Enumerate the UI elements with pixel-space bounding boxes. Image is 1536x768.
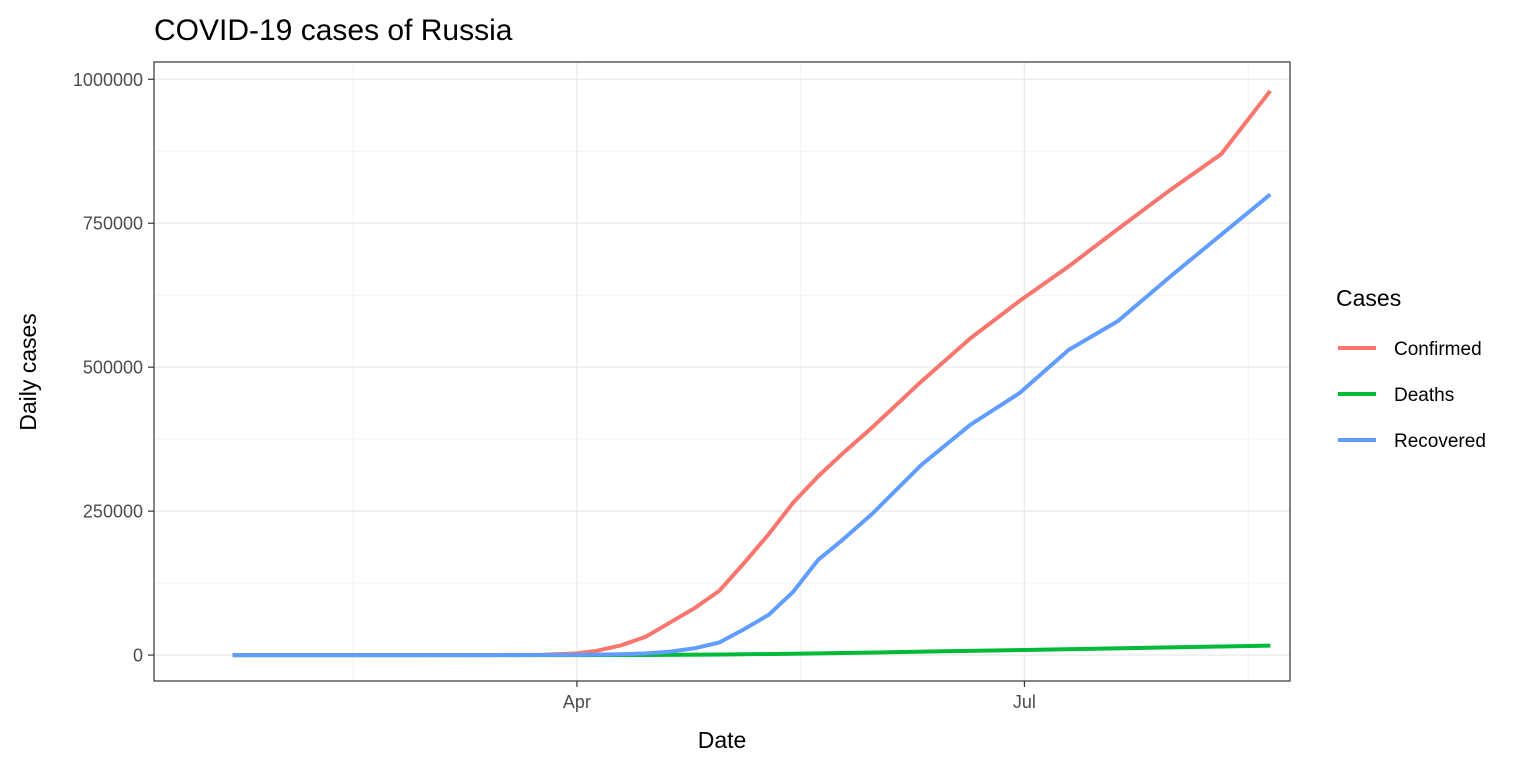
series-lines	[232, 89, 1272, 658]
series-line-recovered	[232, 192, 1272, 658]
y-tick-label: 0	[133, 646, 143, 666]
legend-label-recovered: Recovered	[1394, 431, 1486, 452]
legend-label-confirmed: Confirmed	[1394, 339, 1482, 360]
x-axis-ticks: Apr Jul	[563, 681, 1036, 712]
x-axis-title: Date	[698, 727, 747, 753]
y-tick-label: 500000	[83, 358, 143, 378]
minor-gridlines	[154, 62, 1290, 681]
legend-title: Cases	[1336, 285, 1401, 311]
y-tick-label: 250000	[83, 502, 143, 522]
chart-title: COVID-19 cases of Russia	[154, 14, 513, 47]
legend: Cases Confirmed Deaths Recovered	[1336, 285, 1486, 452]
plot-panel-border	[153, 61, 1291, 682]
x-tick-label: Jul	[1013, 692, 1036, 712]
major-gridlines	[154, 62, 1290, 681]
y-axis-title: Daily cases	[15, 313, 41, 431]
y-tick-label: 1000000	[73, 70, 143, 90]
legend-label-deaths: Deaths	[1394, 385, 1454, 406]
legend-items: Confirmed Deaths Recovered	[1338, 339, 1486, 452]
y-axis-ticks: 0 250000 500000 750000 1000000	[73, 70, 154, 666]
y-tick-label: 750000	[83, 214, 143, 234]
series-line-confirmed	[232, 89, 1272, 658]
x-tick-label: Apr	[563, 692, 591, 712]
